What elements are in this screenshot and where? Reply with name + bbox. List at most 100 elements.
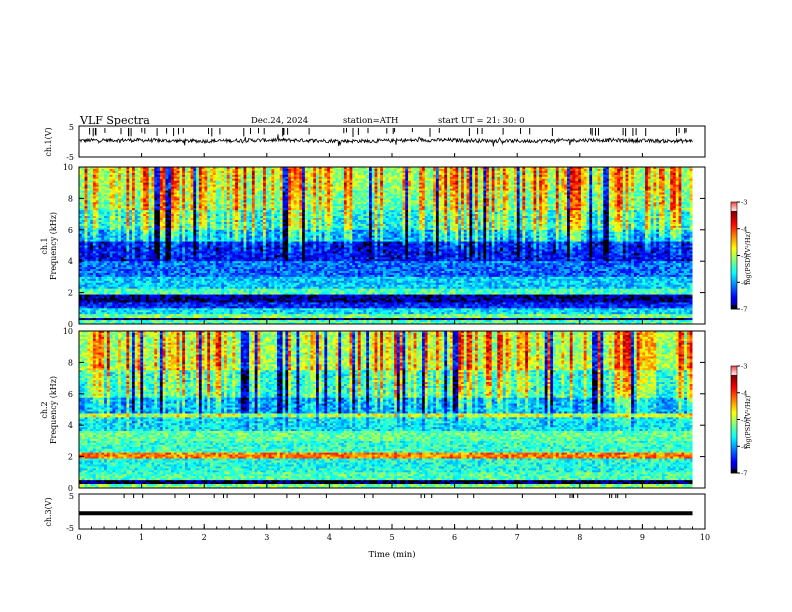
spectrogram-cell	[500, 167, 504, 170]
spectrogram-cell	[154, 178, 158, 182]
spectrogram-cell	[413, 174, 417, 178]
spectrogram-cell	[628, 178, 632, 182]
spectrogram-cell	[360, 182, 364, 186]
spectrogram-cell	[664, 182, 668, 186]
spectrogram-cell	[645, 174, 649, 178]
spectrogram-cell	[536, 178, 540, 182]
spectrogram-cell	[664, 167, 668, 170]
spectrogram-cell	[162, 184, 166, 188]
spectrogram-cell	[424, 176, 428, 180]
spectrogram-cell	[497, 174, 501, 178]
spectrogram-cell	[276, 174, 281, 178]
spectrogram-cell	[497, 172, 501, 176]
spectrogram-cell	[179, 167, 183, 170]
spectrogram-cell	[592, 172, 596, 176]
spectrogram-cell	[441, 174, 445, 178]
spectrogram-cell	[120, 176, 125, 180]
spectrogram-cell	[260, 182, 264, 186]
spectrogram-cell	[670, 170, 674, 174]
spectrogram-cell	[553, 178, 557, 182]
spectrogram-cell	[251, 180, 256, 184]
spectrogram-cell	[430, 182, 434, 186]
spectrogram-cell	[221, 176, 225, 180]
spectrogram-cell	[276, 167, 281, 170]
spectrogram-cell	[87, 174, 91, 178]
spectrogram-cell	[497, 168, 501, 172]
spectrogram-cell	[388, 168, 392, 172]
spectrogram-cell	[218, 167, 222, 170]
spectrogram-cell	[452, 182, 456, 186]
spectrogram-cell	[483, 178, 487, 182]
spectrogram-cell	[193, 178, 197, 182]
spectrogram-cell	[447, 174, 451, 178]
spectrogram-cell	[486, 180, 490, 184]
spectrogram-cell	[338, 174, 342, 178]
spectrogram-cell	[438, 167, 442, 170]
spectrogram-cell	[201, 184, 205, 188]
spectrogram-cell	[575, 180, 579, 184]
spectrogram-cell	[254, 172, 258, 176]
spectrogram-cell	[134, 168, 138, 172]
spectrogram-cell	[667, 176, 671, 180]
spectrogram-cell	[424, 174, 428, 178]
spectrogram-cell	[87, 184, 91, 188]
spectrogram-cell	[514, 174, 518, 178]
spectrogram-cell	[79, 182, 83, 186]
spectrogram-cell	[332, 168, 336, 172]
spectrogram-cell	[263, 172, 267, 176]
spectrogram-cell	[162, 172, 166, 176]
spectrogram-cell	[536, 176, 540, 180]
spectrogram-cell	[296, 180, 300, 184]
spectrogram-cell	[131, 176, 136, 180]
spectrogram-cell	[263, 170, 267, 174]
spectrogram-cell	[335, 170, 339, 174]
spectrogram-cell	[201, 172, 205, 176]
spectrogram-cell	[112, 167, 116, 170]
spectrogram-cell	[198, 174, 203, 178]
spectrogram-cell	[210, 180, 214, 184]
spectrogram-cell	[578, 167, 582, 170]
spectrogram-cell	[533, 176, 537, 180]
spectrogram-cell	[408, 178, 412, 182]
spectrogram-cell	[530, 174, 534, 178]
spectrogram-cell	[486, 170, 490, 174]
spectrogram-cell	[369, 174, 373, 178]
spectrogram-cell	[226, 184, 230, 188]
spectrogram-cell	[81, 168, 85, 172]
spectrogram-cell	[672, 170, 677, 174]
spectrogram-cell	[675, 170, 679, 174]
spectrogram-cell	[249, 168, 253, 172]
spectrogram-cell	[483, 176, 487, 180]
spectrogram-cell	[377, 172, 381, 176]
spectrogram-cell	[664, 168, 668, 172]
spectrogram-cell	[352, 176, 356, 180]
spectrogram-cell	[302, 167, 306, 170]
spectrogram-cell	[92, 170, 97, 174]
spectrogram-cell	[204, 170, 208, 174]
spectrogram-cell	[408, 176, 412, 180]
spectrogram-cell	[179, 180, 183, 184]
spectrogram-cell	[235, 168, 239, 172]
spectrogram-cell	[98, 182, 102, 186]
spectrogram-cell	[458, 174, 462, 178]
spectrogram-cell	[430, 180, 434, 184]
spectrogram-cell	[257, 170, 261, 174]
spectrogram-cell	[263, 178, 267, 182]
spectrogram-cell	[338, 170, 342, 174]
spectrogram-cell	[363, 182, 367, 186]
spectrogram-cell	[569, 174, 573, 178]
spectrogram-cell	[606, 168, 610, 172]
spectrogram-cell	[597, 167, 601, 170]
spectrogram-cell	[547, 172, 551, 176]
spectrogram-cell	[349, 172, 353, 176]
spectrogram-cell	[254, 184, 258, 188]
spectrogram-cell	[218, 184, 222, 188]
spectrogram-cell	[435, 174, 440, 178]
spectrogram-cell	[148, 178, 152, 182]
spectrogram-cell	[92, 182, 97, 186]
spectrogram-cell	[288, 182, 292, 186]
spectrogram-cell	[329, 168, 334, 172]
spectrogram-cell	[120, 180, 125, 184]
spectrogram-cell	[466, 182, 470, 186]
spectrogram-cell	[628, 180, 632, 184]
